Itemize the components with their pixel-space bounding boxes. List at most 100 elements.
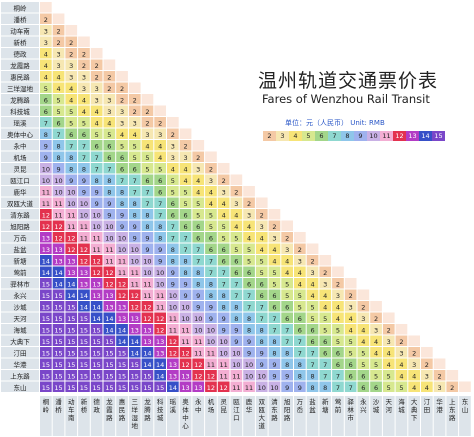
fare-cell: [255, 220, 268, 231]
fare-value: 5: [374, 373, 378, 381]
fare-value: 9: [171, 269, 175, 277]
fare-cell: [167, 163, 179, 174]
diagonal-cell: [255, 197, 268, 208]
col-label: 城: [157, 414, 164, 422]
fare-value: 10: [118, 246, 126, 254]
fare-value: 14: [93, 304, 101, 312]
row-label-bg: [1, 105, 39, 116]
col-label-bg: [40, 396, 52, 436]
fare-cell: [52, 128, 65, 139]
fare-cell: [128, 232, 141, 243]
fare-value: 2: [44, 16, 48, 24]
fare-cell: [332, 381, 344, 392]
fare-value: 15: [67, 373, 75, 381]
fare-cell: [65, 266, 78, 277]
fare-cell: [52, 59, 65, 70]
fare-cell: [40, 324, 52, 335]
fare-cell: [65, 117, 78, 128]
col-label: 桐: [43, 397, 50, 406]
row-label-bg: [1, 94, 39, 105]
fare-value: 8: [171, 258, 175, 266]
row-label: 永中: [14, 141, 27, 150]
col-label: 华: [246, 405, 253, 414]
fare-value: 7: [209, 258, 213, 266]
row-label: 科技城: [10, 107, 30, 116]
fare-cell: [65, 370, 78, 381]
fare-cell: [192, 278, 205, 289]
fare-value: 4: [107, 120, 111, 128]
col-label: 城: [398, 406, 405, 414]
fare-value: 4: [387, 350, 391, 358]
fare-value: 8: [95, 177, 99, 185]
fare-cell: [230, 209, 243, 220]
fare-cell: [78, 117, 90, 128]
fare-value: 4: [374, 338, 378, 346]
fare-cell: [421, 358, 433, 369]
col-label: 灵: [220, 398, 227, 406]
fare-value: 11: [131, 281, 139, 289]
fare-cell: [268, 370, 281, 381]
fare-cell: [128, 278, 141, 289]
fare-cell: [90, 140, 103, 151]
fare-cell: [179, 266, 192, 277]
fare-value: 15: [54, 384, 62, 392]
fare-value: 3: [209, 177, 213, 185]
col-label-bg: [205, 396, 217, 436]
fare-cell: [52, 25, 65, 36]
fare-cell: [52, 163, 65, 174]
fare-cell: [65, 82, 78, 93]
fare-cell: [128, 312, 141, 323]
fare-cell: [52, 94, 65, 105]
fare-value: 15: [105, 361, 113, 369]
fare-value: 15: [54, 304, 62, 312]
row-label: 瑶溪: [14, 118, 28, 127]
fare-value: 12: [169, 350, 177, 358]
fare-cell: [154, 197, 166, 208]
col-label: 瓯: [259, 406, 266, 414]
fare-value: 14: [156, 373, 164, 381]
fare-value: 2: [399, 338, 403, 346]
row-label-bg: [1, 25, 39, 36]
fare-value: 2: [298, 246, 302, 254]
fare-value: 2: [82, 62, 86, 70]
col-label: 政: [93, 405, 100, 414]
col-label: 体: [182, 405, 189, 414]
legend-swatch: 2: [263, 131, 276, 141]
fare-cell: [65, 59, 78, 70]
fare-cell: [52, 48, 65, 59]
fare-cell: [40, 151, 52, 162]
fare-value: 11: [156, 304, 164, 312]
fare-cell: [90, 197, 103, 208]
fare-value: 9: [196, 304, 200, 312]
fare-cell: [154, 117, 166, 128]
fare-cell: [179, 324, 192, 335]
legend-swatch: 15: [432, 131, 445, 141]
fare-value: 9: [247, 350, 251, 358]
fare-value: 2: [260, 212, 264, 220]
fare-value: 13: [156, 350, 164, 358]
fare-value: 6: [145, 177, 149, 185]
fare-cell: [395, 370, 408, 381]
fare-value: 4: [82, 97, 86, 105]
col-label: 万: [297, 398, 304, 406]
fare-value: 6: [336, 361, 340, 369]
fare-cell: [255, 289, 268, 300]
fare-value: 7: [234, 292, 238, 300]
fare-value: 8: [107, 189, 111, 197]
fare-value: 13: [131, 315, 139, 323]
fare-value: 4: [133, 131, 137, 139]
fare-value: 3: [82, 74, 86, 82]
fare-cell: [294, 301, 306, 312]
fare-value: 5: [133, 143, 137, 151]
fare-cell: [167, 255, 179, 266]
fare-value: 8: [145, 223, 149, 231]
fare-cell: [306, 266, 319, 277]
fare-cell: [103, 82, 116, 93]
fare-value: 3: [285, 246, 289, 254]
fare-cell: [65, 94, 78, 105]
fare-value: 11: [181, 327, 189, 335]
fare-value: 3: [336, 292, 340, 300]
fare-cell: [141, 128, 154, 139]
fare-value: 9: [44, 143, 48, 151]
fare-cell: [230, 220, 243, 231]
